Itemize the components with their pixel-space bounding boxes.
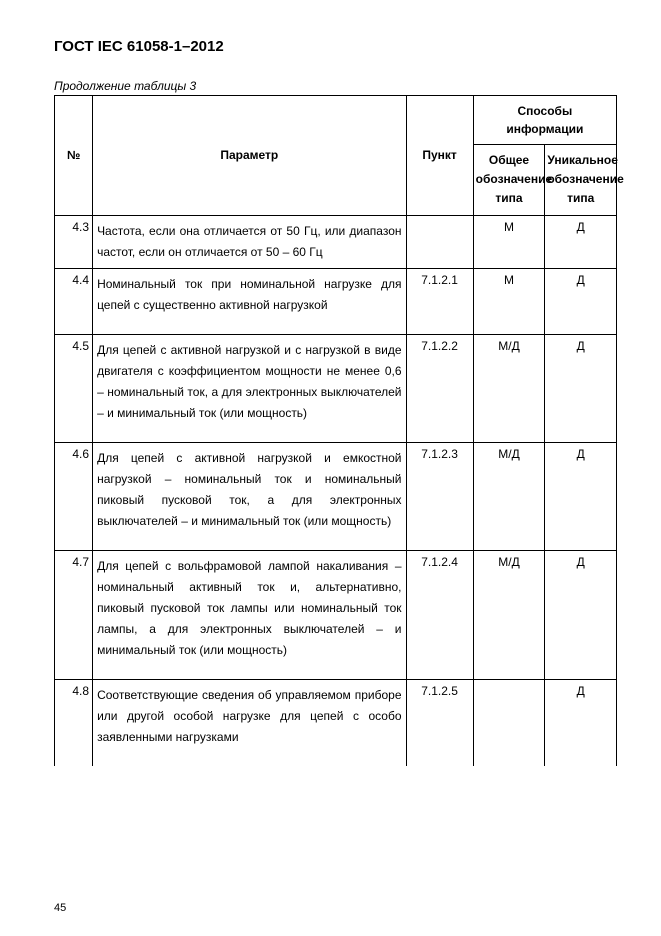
document-page: ГОСТ IEC 61058-1–2012 Продолжение таблиц…: [0, 0, 661, 936]
table-row: 4.8 Соответствующие сведения об управляе…: [55, 679, 617, 766]
header-unik: Уникальное обозначение типа: [545, 145, 617, 216]
cell-obshee: М/Д: [473, 550, 545, 679]
table-row: 4.4 Номинальный ток при номинальной нагр…: [55, 268, 617, 334]
cell-obshee: М: [473, 215, 545, 268]
cell-param: Частота, если она отличается от 50 Гц, и…: [93, 215, 406, 268]
cell-no: 4.3: [55, 215, 93, 268]
cell-no: 4.7: [55, 550, 93, 679]
header-obshee: Общее обозначение типа: [473, 145, 545, 216]
cell-punkt: 7.1.2.1: [406, 268, 473, 334]
cell-punkt: 7.1.2.2: [406, 334, 473, 442]
table-caption: Продолжение таблицы 3: [54, 79, 617, 93]
table-row: 4.7 Для цепей с вольфрамовой лампой нака…: [55, 550, 617, 679]
table-header: № Параметр Пункт Способы информации Обще…: [55, 96, 617, 216]
cell-unik: Д: [545, 550, 617, 679]
cell-no: 4.6: [55, 442, 93, 550]
table-row: 4.5 Для цепей с активной нагрузкой и с н…: [55, 334, 617, 442]
header-punkt: Пункт: [406, 96, 473, 216]
cell-unik: Д: [545, 679, 617, 766]
header-param: Параметр: [93, 96, 406, 216]
table-row: 4.3 Частота, если она отличается от 50 Г…: [55, 215, 617, 268]
document-title: ГОСТ IEC 61058-1–2012: [54, 38, 617, 55]
cell-punkt: 7.1.2.3: [406, 442, 473, 550]
header-sposoby: Способы информации: [473, 96, 616, 145]
cell-unik: Д: [545, 334, 617, 442]
cell-no: 4.8: [55, 679, 93, 766]
cell-obshee: М/Д: [473, 334, 545, 442]
cell-obshee: М/Д: [473, 442, 545, 550]
cell-param: Для цепей с активной нагрузкой и емкостн…: [93, 442, 406, 550]
cell-unik: Д: [545, 215, 617, 268]
cell-no: 4.5: [55, 334, 93, 442]
cell-punkt: 7.1.2.4: [406, 550, 473, 679]
cell-obshee: М: [473, 268, 545, 334]
cell-unik: Д: [545, 268, 617, 334]
cell-punkt: [406, 215, 473, 268]
cell-punkt: 7.1.2.5: [406, 679, 473, 766]
table-row: 4.6 Для цепей с активной нагрузкой и емк…: [55, 442, 617, 550]
table-body: 4.3 Частота, если она отличается от 50 Г…: [55, 215, 617, 766]
page-number: 45: [54, 902, 66, 914]
cell-no: 4.4: [55, 268, 93, 334]
header-no: №: [55, 96, 93, 216]
cell-param: Номинальный ток при номинальной нагрузке…: [93, 268, 406, 334]
cell-param: Для цепей с вольфрамовой лампой накалива…: [93, 550, 406, 679]
cell-unik: Д: [545, 442, 617, 550]
parameters-table: № Параметр Пункт Способы информации Обще…: [54, 95, 617, 766]
cell-param: Для цепей с активной нагрузкой и с нагру…: [93, 334, 406, 442]
cell-param: Соответствующие сведения об управляемом …: [93, 679, 406, 766]
cell-obshee: [473, 679, 545, 766]
